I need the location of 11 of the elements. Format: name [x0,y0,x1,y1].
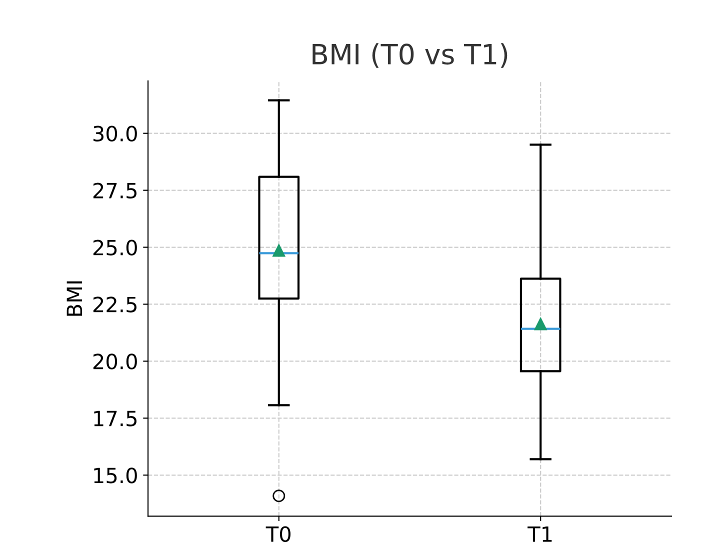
x-tick-label: T1 [528,526,552,542]
y-tick-label: 22.5 [93,296,136,312]
y-tick-label: 30.0 [93,126,137,142]
chart-title: BMI (T0 vs T1) [312,43,508,68]
y-tick-label: 17.5 [94,410,136,426]
x-tick-label: T0 [266,526,290,542]
y-tick-label: 15.0 [94,468,137,484]
y-axis-title: BMI [66,281,82,316]
y-tick-label: 20.0 [93,354,137,370]
y-tick-label: 27.5 [93,182,136,198]
y-tick-label: 25.0 [93,240,137,256]
